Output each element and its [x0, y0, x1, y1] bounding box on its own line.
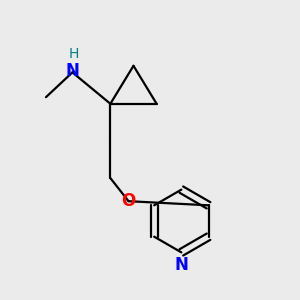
Text: N: N [174, 256, 188, 274]
Text: O: O [122, 192, 136, 210]
Text: H: H [69, 47, 79, 61]
Text: N: N [65, 62, 79, 80]
